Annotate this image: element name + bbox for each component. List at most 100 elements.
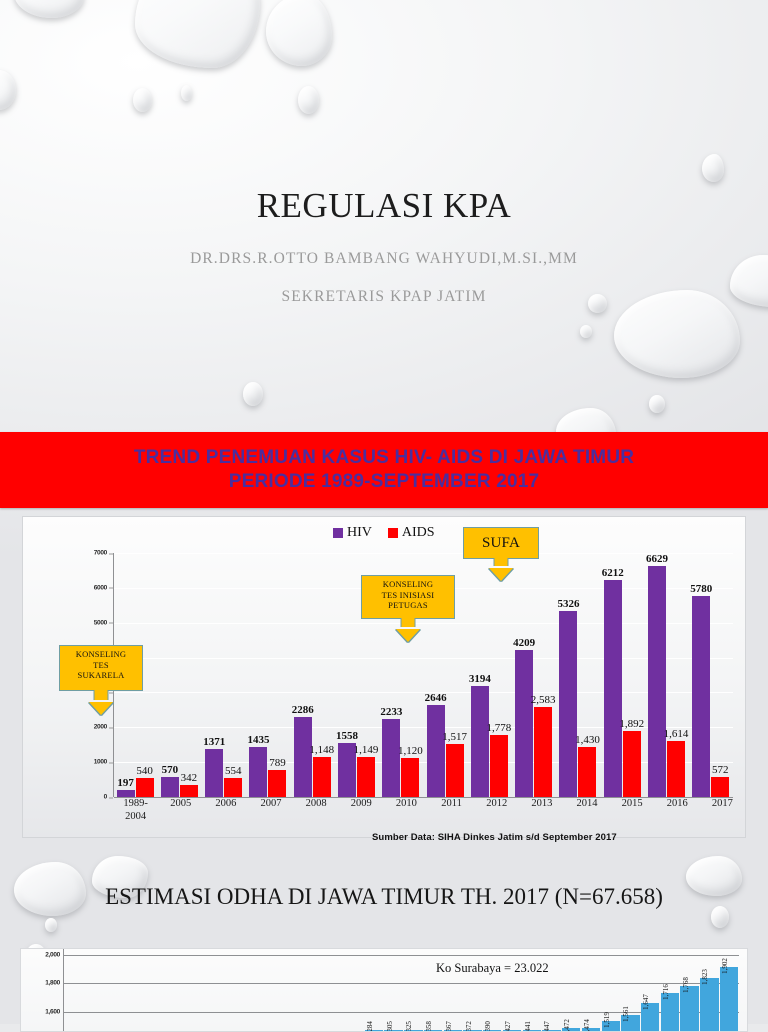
x-axis-label-line: 2016 [666, 798, 688, 809]
chart2-bar-value-label: 1,823 [701, 969, 710, 985]
chart2-bar-value-label: 1,472 [563, 1019, 572, 1032]
decorative-droplet [243, 382, 263, 406]
x-axis-label-line: 2006 [215, 798, 237, 809]
bar-group: 197 540 [113, 553, 157, 797]
x-axis-label-line: 2004 [125, 811, 147, 823]
bar-group: 2233 1,120 [379, 553, 423, 797]
decorative-droplet [580, 325, 592, 338]
bar-hiv: 197 [116, 777, 135, 797]
chart2-bar-value-label: 1,447 [543, 1021, 552, 1032]
gridline [114, 727, 733, 729]
bar-aids: 1,149 [354, 744, 378, 797]
banner-line-1: TREND PENEMUAN KASUS HIV- AIDS DI JAWA T… [133, 446, 635, 468]
bar-hiv: 2286 [292, 704, 314, 797]
x-axis-label-line: 2014 [576, 798, 598, 809]
bar-hiv: 5326 [557, 598, 579, 797]
x-axis-label-line: 2008 [305, 798, 327, 809]
x-axis-label-line: 2010 [395, 798, 417, 809]
chart2-bar: 1,447 [542, 1021, 561, 1031]
chart2-y-axis: 1,600 1,800 2,000 [23, 949, 63, 1031]
x-axis-label-line: 2009 [350, 798, 372, 809]
chart2-bar: 1,427 [502, 1021, 522, 1031]
x-axis-labels: 1989- 2004 2005 2006 2007 2008 2009 2010 2011 201… [113, 797, 745, 833]
x-axis-label: 2006 [203, 797, 248, 833]
chart-legend: HIV AIDS [333, 525, 435, 541]
bar-groups: 197 540 570 342 1371 554 1435 789 2286 1,148 1558 1… [113, 553, 733, 797]
y-tick-mark [109, 692, 113, 694]
callout-sufa-label: SUFA [481, 534, 521, 551]
chart2-bar-value-label: 1,441 [523, 1021, 532, 1032]
chart2-bar-value-label: 1,372 [464, 1021, 473, 1032]
gridline [114, 622, 733, 624]
callout-sufa-arrow-stem [493, 558, 509, 566]
y-tick-mark [109, 727, 113, 729]
bar-group: 1371 554 [202, 553, 246, 797]
x-axis-label-line: 1989- [123, 798, 148, 809]
bar-value-label: 1435 [247, 733, 270, 746]
chart2-gridline [64, 954, 739, 956]
bar-value-label: 2646 [424, 691, 447, 704]
decorative-droplet [0, 70, 16, 110]
x-axis-label: 2008 [294, 797, 339, 833]
hiv-aids-trend-chart: HIV AIDS 01000200030004000500060007000 1… [22, 516, 746, 838]
legend-label-aids: AIDS [401, 525, 435, 540]
x-axis-label: 2009 [339, 797, 384, 833]
presenter-role: SEKRETARIS KPAP JATIM [281, 288, 487, 305]
y-tick-mark [109, 762, 113, 764]
legend-item-aids: AIDS [387, 525, 435, 541]
callout-vct-line3: SUKARELA [77, 670, 125, 681]
chart2-bar-value-label: 1,716 [661, 984, 670, 1001]
bar-value-label: 570 [161, 764, 179, 777]
callout-vct-line1: KONSELING [75, 649, 127, 659]
odha-estimate-chart: 1,600 1,800 2,000 1,284 1,305 1,325 1,358 1,36… [20, 948, 748, 1032]
chart2-bar-value-label: 1,325 [405, 1021, 414, 1032]
gridline [114, 692, 733, 694]
chart2-bar-value-label: 1,390 [484, 1021, 493, 1032]
legend-swatch-aids [387, 528, 398, 538]
chart2-bar: 1,561 [621, 1006, 640, 1031]
bar-aids: 789 [268, 757, 287, 797]
x-axis-label: 2017 [700, 797, 745, 833]
chart2-bars: 1,284 1,305 1,325 1,358 1,367 1,372 1,390 1,427… [64, 949, 739, 1031]
y-tick-label: 7000 [94, 550, 113, 557]
gridline [114, 553, 733, 554]
title-block: REGULASI KPA DR.DRS.R.OTTO BAMBANG WAHYU… [0, 186, 768, 306]
bar-value-label: 6629 [646, 552, 669, 565]
x-axis-label-line: 2013 [531, 798, 553, 809]
bar-value-label: 572 [712, 764, 729, 777]
y-tick-label: 6000 [94, 584, 113, 591]
y-tick-label: 1000 [94, 759, 113, 766]
decorative-droplet [14, 0, 84, 18]
chart2-bar: 1,367 [443, 1021, 462, 1031]
bar-value-label: 197 [117, 777, 134, 790]
bar-value-label: 1,148 [309, 743, 335, 756]
bar-aids: 2,583 [531, 694, 556, 797]
chart2-bar: 1,372 [463, 1021, 482, 1031]
bar-hiv: 5780 [690, 583, 712, 797]
bar-value-label: 1,120 [397, 744, 423, 757]
callout-vct: KONSELING TES SUKARELA [59, 645, 143, 715]
legend-label-hiv: HIV [347, 525, 372, 540]
bar-value-label: 540 [136, 765, 153, 778]
callout-vct-arrow-head [89, 702, 113, 715]
x-axis-label: 2014 [564, 797, 609, 833]
bar-group: 4209 2,583 [512, 553, 556, 797]
callout-pitc-arrow-head [396, 629, 420, 642]
bar-group: 6212 1,892 [600, 553, 644, 797]
bar-hiv: 2233 [380, 706, 402, 797]
bar-value-label: 4209 [513, 637, 536, 650]
bar-hiv: 2646 [425, 692, 447, 797]
bar-value-label: 2286 [291, 704, 314, 717]
bar-group: 5780 572 [689, 553, 733, 797]
bar-aids: 1,778 [487, 722, 511, 797]
bar-aids: 1,120 [398, 745, 423, 797]
bar-hiv: 3194 [469, 673, 491, 797]
chart2-annotation: Ko Surabaya = 23.022 [436, 961, 549, 975]
x-axis-label-line: 2015 [621, 798, 643, 809]
chart2-bar: 1,902 [719, 958, 739, 1031]
decorative-droplet [649, 395, 665, 413]
bar-group: 6629 1,614 [644, 553, 688, 797]
x-axis-label: 2011 [429, 797, 474, 833]
bar-value-label: 1,517 [442, 731, 467, 744]
